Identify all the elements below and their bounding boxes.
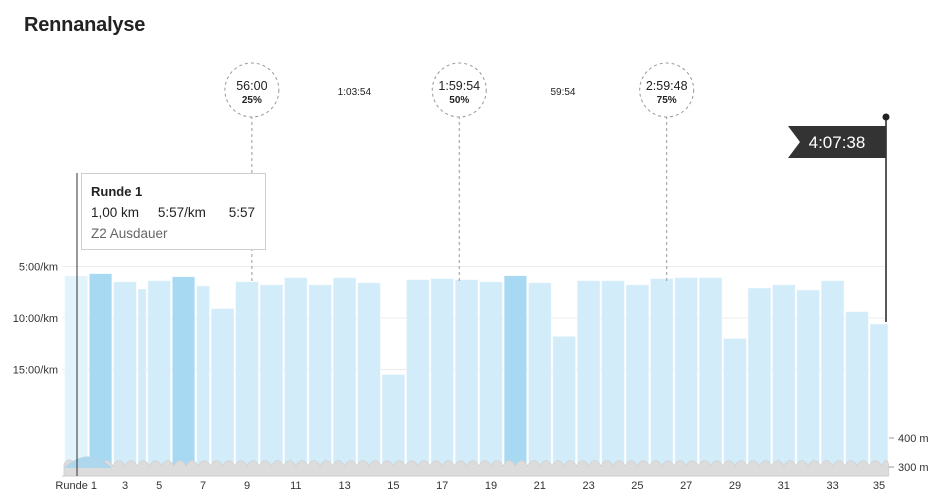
progress-markers: 56:00 25% 1:59:54 50% 2:59:48 75% [224, 62, 695, 282]
page-title: Rennanalyse [24, 14, 146, 36]
lap-bar [211, 308, 235, 471]
pace-tick-label: 10:00/km [13, 313, 58, 325]
lap-bar [577, 280, 601, 471]
x-tick-label: 9 [244, 480, 250, 492]
x-tick-label: 5 [156, 480, 162, 492]
lap-bars [64, 273, 888, 471]
lap-bar [308, 284, 332, 471]
pace-axis: 5:00/km 10:00/km 15:00/km [13, 262, 58, 377]
elevation-profile [63, 456, 890, 477]
marker-percent: 25% [242, 95, 262, 106]
lap-bar [406, 279, 430, 471]
marker-circle [431, 62, 487, 118]
elevation-tick-label: 300 m [898, 462, 929, 474]
lap-bar [796, 289, 820, 471]
marker-percent: 50% [449, 95, 469, 106]
lap-bar [845, 311, 869, 471]
lap-bar [137, 288, 147, 471]
x-tick-label: 29 [729, 480, 741, 492]
lap-bar [357, 282, 381, 471]
split-labels: 1:03:54 59:54 [338, 87, 576, 98]
lap-bar [284, 277, 308, 471]
x-tick-label: 31 [778, 480, 790, 492]
x-tick-label: 23 [582, 480, 594, 492]
lap-bar [113, 281, 137, 471]
lap-tooltip: Runde 1 1,00 km 5:57/km 5:57 Z2 Ausdauer [81, 173, 266, 250]
marker-percent: 75% [657, 95, 677, 106]
marker-time: 56:00 [236, 79, 267, 93]
lap-bar [552, 336, 576, 471]
lap-bar [747, 287, 771, 471]
lap-bar [479, 281, 503, 471]
tooltip-distance: 1,00 km [91, 205, 140, 220]
x-tick-label: 25 [631, 480, 643, 492]
tooltip-pace: 5:57/km [157, 205, 206, 220]
x-axis: Runde 1 3 5 7 9 11 13 15 17 19 21 23 25 27 29 31 33 35 [55, 173, 887, 492]
lap-bar [699, 277, 723, 471]
lap-bar [333, 277, 357, 471]
elevation-axis: 400 m 300 m [889, 433, 929, 474]
lap-bar [172, 276, 196, 471]
pace-tick-label: 15:00/km [13, 365, 58, 377]
tooltip-title: Runde 1 [91, 184, 143, 199]
tooltip-zone: Z2 Ausdauer [91, 226, 168, 241]
x-tick-label: 17 [436, 480, 448, 492]
tooltip-time: 5:57 [228, 205, 255, 220]
x-tick-label: 33 [826, 480, 838, 492]
x-tick-label: 13 [338, 480, 350, 492]
lap-bar [455, 279, 479, 471]
elevation-area [63, 459, 890, 477]
elevation-tick-label: 400 m [898, 433, 929, 445]
lap-bar [601, 280, 625, 471]
marker-time: 2:59:48 [646, 79, 688, 93]
lap-bar [381, 374, 405, 471]
x-tick-label: 7 [200, 480, 206, 492]
x-tick-label: 21 [534, 480, 546, 492]
marker-time: 1:59:54 [438, 79, 480, 93]
lap-bar [674, 277, 698, 471]
lap-bar [259, 284, 283, 471]
lap-bar [528, 282, 552, 471]
finish-dot [882, 113, 890, 121]
marker-circle [224, 62, 280, 118]
split-label: 1:03:54 [338, 87, 372, 98]
x-tick-label: 19 [485, 480, 497, 492]
lap-bar [821, 280, 845, 471]
x-tick-label: 27 [680, 480, 692, 492]
finish-time: 4:07:38 [809, 133, 866, 152]
lap-bar [430, 278, 454, 471]
lap-bar [772, 284, 796, 471]
lap-bar [89, 273, 113, 471]
x-tick-label: 35 [873, 480, 885, 492]
lap-bar [147, 280, 171, 471]
pace-tick-label: 5:00/km [19, 262, 58, 274]
lap-bar [869, 323, 888, 471]
lap-bar [625, 284, 649, 471]
x-tick-label: Runde 1 [55, 480, 97, 492]
lap-bar [723, 338, 747, 471]
elevation-highlight [64, 456, 112, 468]
lap-bar [650, 278, 674, 471]
marker-circle [639, 62, 695, 118]
x-tick-label: 15 [387, 480, 399, 492]
finish-flag: 4:07:38 [788, 113, 890, 322]
x-tick-label: 11 [290, 480, 301, 492]
lap-bar [235, 281, 259, 471]
x-tick-label: 3 [122, 480, 128, 492]
split-label: 59:54 [550, 87, 575, 98]
tooltip-stats: 1,00 km 5:57/km 5:57 [91, 205, 255, 220]
finish-flag-shape [788, 126, 886, 158]
lap-bar [196, 285, 210, 471]
lap-bar [64, 276, 88, 471]
lap-bar [503, 275, 527, 471]
